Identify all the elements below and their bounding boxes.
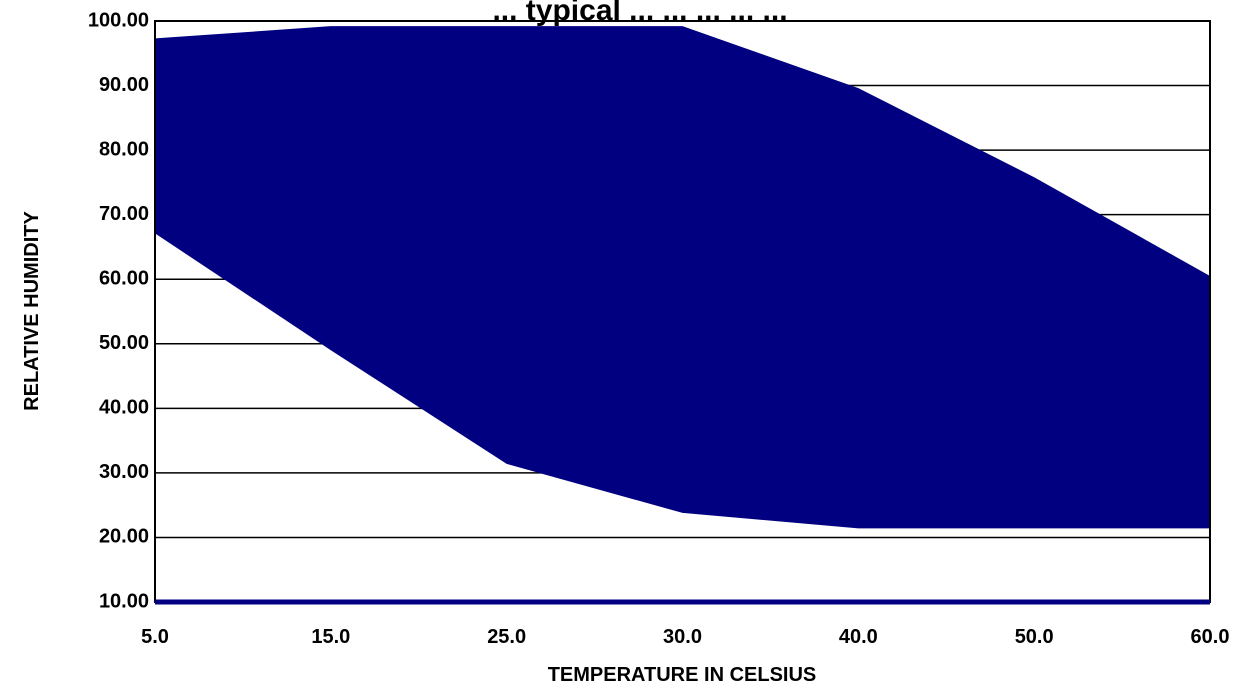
y-tick-label: 30.00 <box>99 461 149 483</box>
x-tick-label: 50.0 <box>1015 626 1054 648</box>
humidity-band-area <box>155 26 1210 529</box>
x-tick-label: 40.0 <box>839 626 878 648</box>
y-tick-label: 40.00 <box>99 397 149 419</box>
x-tick-label: 60.0 <box>1191 626 1230 648</box>
x-tick-label: 25.0 <box>487 626 526 648</box>
y-axis-title: RELATIVE HUMIDITY <box>21 211 43 411</box>
y-axis-ticks: 10.00 20.00 30.00 40.00 50.00 60.00 70.00 80.00… <box>88 9 149 612</box>
x-axis-ticks: 5.0 15.0 25.0 30.0 40.0 50.0 60.0 <box>141 626 1229 648</box>
chart-title: ... typical ... ... ... ... ... <box>492 0 787 27</box>
y-tick-label: 20.00 <box>99 526 149 548</box>
x-tick-label: 30.0 <box>663 626 702 648</box>
y-tick-label: 100.00 <box>88 9 149 31</box>
y-tick-label: 80.00 <box>99 138 149 160</box>
y-tick-label: 90.00 <box>99 74 149 96</box>
y-tick-label: 60.00 <box>99 268 149 290</box>
x-tick-label: 5.0 <box>141 626 169 648</box>
y-tick-label: 50.00 <box>99 332 149 354</box>
x-tick-label: 15.0 <box>311 626 350 648</box>
y-tick-label: 70.00 <box>99 203 149 225</box>
x-axis-title: TEMPERATURE IN CELSIUS <box>548 664 817 686</box>
y-tick-label: 10.00 <box>99 590 149 612</box>
